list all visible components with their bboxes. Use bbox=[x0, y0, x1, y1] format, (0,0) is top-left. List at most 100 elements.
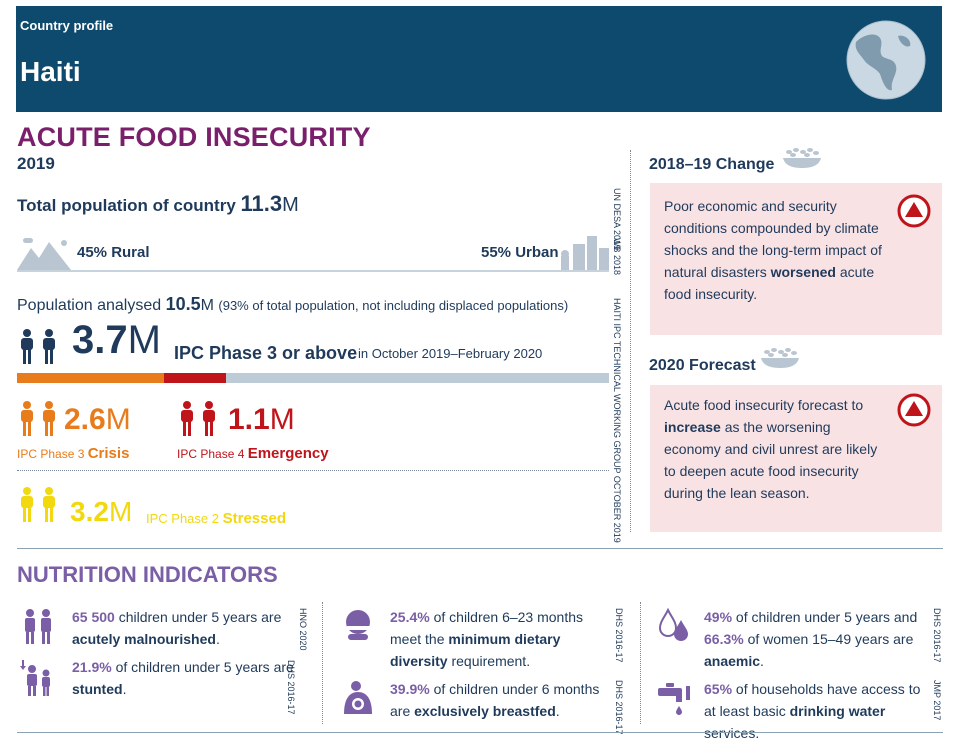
people-icon bbox=[181, 401, 215, 436]
header-subtitle: Country profile bbox=[20, 18, 114, 33]
section-divider bbox=[17, 732, 943, 733]
phase3-label: IPC Phase 3 or above bbox=[174, 343, 358, 363]
column-divider bbox=[630, 150, 631, 532]
total-population-value: 11.3 bbox=[240, 191, 283, 216]
source-hno: HNO 2020 bbox=[298, 608, 308, 651]
section-title-acute-food-insecurity: ACUTE FOOD INSECURITY bbox=[17, 122, 371, 152]
people-icon bbox=[21, 329, 55, 364]
n5-pre2: of women 15–49 years are bbox=[747, 631, 914, 647]
n6-bold: drinking water bbox=[789, 703, 886, 719]
stressed-unit: M bbox=[108, 496, 133, 527]
n1-pre: children under 5 years are bbox=[118, 609, 282, 625]
crisis-value: 2.6 bbox=[64, 403, 106, 436]
source-dhs: DHS 2016-17 bbox=[932, 608, 942, 663]
emergency-name: Emergency bbox=[247, 445, 329, 462]
source-undesa: UN DESA 2019 bbox=[612, 188, 622, 251]
phase3-population: 3.7M bbox=[72, 318, 161, 363]
source-dhs: DHS 2016-17 bbox=[614, 680, 624, 735]
country-title: Haiti bbox=[20, 56, 81, 87]
column-divider bbox=[640, 602, 641, 724]
n1-post: . bbox=[215, 631, 220, 647]
emergency-unit: M bbox=[269, 403, 295, 436]
forecast-text-bold: increase bbox=[664, 419, 721, 435]
n5-lead: 49% bbox=[704, 609, 733, 625]
dotted-divider bbox=[17, 470, 609, 471]
up-arrow-icon bbox=[897, 194, 931, 228]
n3-pre: of children 6–23 months meet the bbox=[390, 609, 584, 647]
nutrition-item-stunting: 21.9% of children under 5 years are stun… bbox=[72, 656, 297, 700]
emergency-value: 1.1 bbox=[228, 403, 270, 436]
section-divider bbox=[17, 548, 943, 549]
column-divider bbox=[322, 602, 323, 724]
city-icon bbox=[561, 236, 609, 270]
crisis-label: IPC Phase 3 Crisis bbox=[17, 445, 129, 462]
header-banner bbox=[16, 6, 942, 112]
section-year: 2019 bbox=[17, 154, 55, 173]
stressed-value: 3.2 bbox=[70, 496, 109, 527]
source-jmp: JMP 2017 bbox=[932, 680, 942, 721]
n2-lead: 21.9% bbox=[72, 659, 112, 675]
n3-lead: 25.4% bbox=[390, 609, 430, 625]
bar-segment-emergency bbox=[164, 373, 226, 383]
globe-icon bbox=[846, 20, 926, 100]
n5-post: . bbox=[760, 653, 764, 669]
crisis-name: Crisis bbox=[87, 445, 130, 462]
mountain-icon bbox=[17, 238, 71, 270]
n6-lead: 65% bbox=[704, 681, 733, 697]
n5-lead2: 66.3% bbox=[704, 631, 744, 647]
grain-bowl-icon bbox=[783, 148, 821, 168]
crisis-population: 2.6M bbox=[64, 403, 131, 437]
change-text-post: acute food insecurity. bbox=[664, 264, 875, 302]
n5-bold: anaemic bbox=[704, 653, 761, 669]
n1-bold: acutely malnourished bbox=[72, 631, 216, 647]
nutrition-item-anaemia: 49% of children under 5 years and 66.3% … bbox=[704, 606, 929, 672]
phase3-unit: M bbox=[127, 318, 161, 362]
rural-share: 45% Rural bbox=[77, 244, 150, 261]
source-dhs: DHS 2016-17 bbox=[614, 608, 624, 663]
n2-post: . bbox=[122, 681, 127, 697]
crisis-phase: IPC Phase 3 bbox=[17, 447, 85, 461]
change-text-bold: worsened bbox=[770, 264, 836, 280]
population-analysed-value: 10.5 bbox=[165, 294, 201, 314]
n5-pre: of children under 5 years and bbox=[735, 609, 918, 625]
rural-urban-divider bbox=[17, 270, 609, 272]
n4-lead: 39.9% bbox=[390, 681, 430, 697]
source-ipc: HAITI IPC TECHNICAL WORKING GROUP OCTOBE… bbox=[612, 298, 622, 543]
stressed-phase: IPC Phase 2 bbox=[146, 511, 219, 526]
child-icon bbox=[25, 609, 51, 644]
n2-bold: stunted bbox=[72, 681, 123, 697]
forecast-text-pre: Acute food insecurity forecast to bbox=[664, 397, 864, 413]
n4-post: . bbox=[555, 703, 560, 719]
population-analysed-unit: M bbox=[200, 297, 214, 314]
emergency-label: IPC Phase 4 Emergency bbox=[177, 445, 329, 462]
n3-post: requirement. bbox=[451, 653, 531, 669]
total-population-unit: M bbox=[282, 194, 299, 216]
nutrition-item-breastfeeding: 39.9% of children under 6 months are exc… bbox=[390, 678, 600, 722]
stressed-population: 3.2M bbox=[70, 496, 132, 528]
source-dhs: DHS 2016-17 bbox=[286, 660, 296, 715]
n4-bold: exclusively breastfed bbox=[414, 703, 556, 719]
bar-segment-crisis bbox=[17, 373, 164, 383]
forecast-box bbox=[650, 385, 942, 532]
water-tap-icon bbox=[658, 683, 690, 715]
grain-bowl-icon bbox=[761, 348, 799, 368]
nutrition-item-acute-malnutrition: 65 500 children under 5 years are acutel… bbox=[72, 606, 297, 650]
population-analysed-note: (93% of total population, not including … bbox=[218, 298, 569, 313]
forecast-text-post: as the worsening economy and civil unres… bbox=[664, 419, 878, 501]
total-population: Total population of country 11.3M bbox=[17, 191, 299, 217]
stressed-label: IPC Phase 2 Stressed bbox=[146, 510, 286, 527]
n1-lead: 65 500 bbox=[72, 609, 115, 625]
phase3-period: in October 2019–February 2020 bbox=[358, 346, 543, 361]
population-analysed: Population analysed 10.5M (93% of total … bbox=[17, 294, 568, 315]
forecast-text: Acute food insecurity forecast to increa… bbox=[664, 394, 884, 504]
nutrition-item-dietary-diversity: 25.4% of children 6–23 months meet the m… bbox=[390, 606, 600, 672]
breastfeeding-icon bbox=[344, 681, 372, 714]
stressed-name: Stressed bbox=[222, 510, 286, 527]
ipc-share-bar bbox=[17, 373, 609, 383]
feeding-icon bbox=[346, 610, 372, 640]
emergency-population: 1.1M bbox=[228, 403, 295, 437]
nutrition-item-drinking-water: 65% of households have access to at leas… bbox=[704, 678, 929, 739]
emergency-phase: IPC Phase 4 bbox=[177, 447, 245, 461]
blood-drop-icon bbox=[658, 608, 688, 641]
n3-bold: minimum dietary diversity bbox=[390, 631, 561, 669]
